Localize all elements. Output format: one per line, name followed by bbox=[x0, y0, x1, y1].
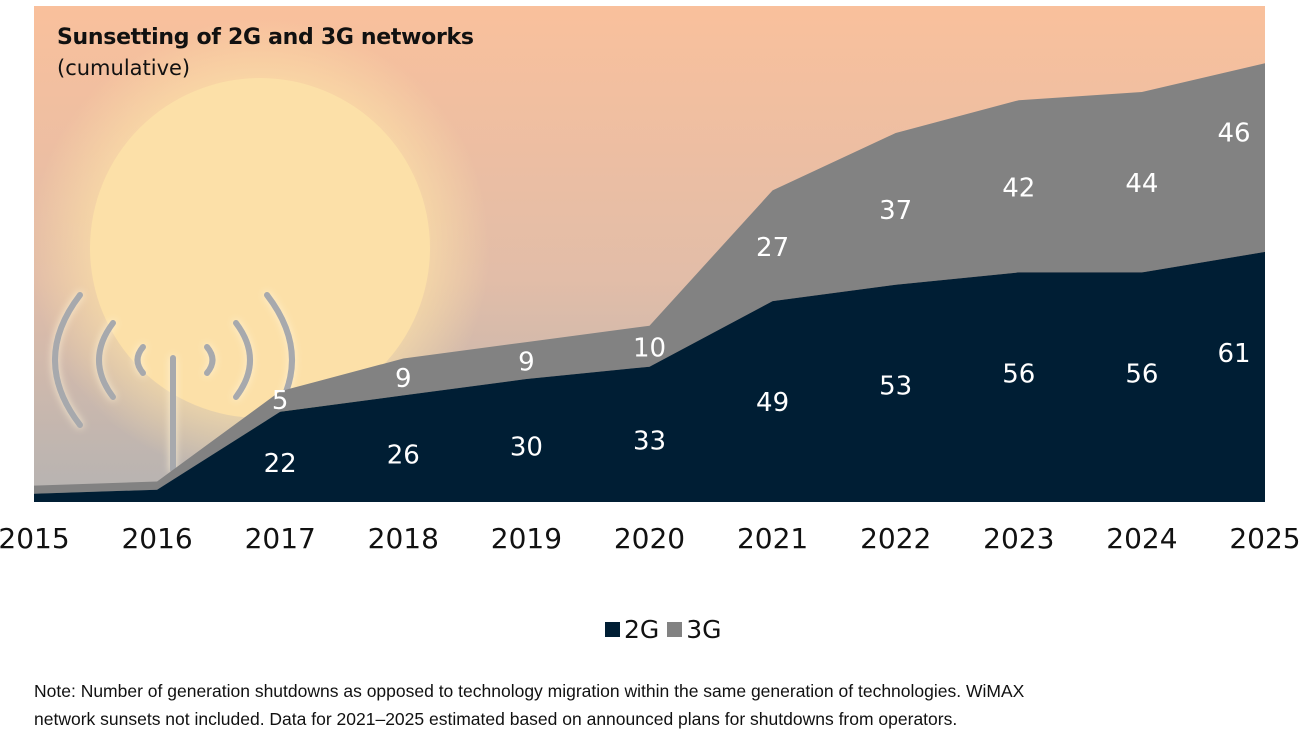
area-3g bbox=[34, 63, 1265, 494]
value-label-3g-2018: 9 bbox=[395, 364, 412, 394]
footnote-line-1: Note: Number of generation shutdowns as … bbox=[34, 681, 1025, 701]
value-label-2g-2021: 49 bbox=[756, 388, 789, 418]
x-tick-label-2018: 2018 bbox=[368, 522, 439, 555]
signal-wave-left-outer bbox=[52, 292, 83, 428]
chart-title: Sunsetting of 2G and 3G networks bbox=[57, 25, 474, 50]
x-tick-label-2017: 2017 bbox=[245, 522, 316, 555]
x-tick-label-2016: 2016 bbox=[121, 522, 192, 555]
value-label-2g-2019: 30 bbox=[510, 433, 543, 463]
legend: 2G 3G bbox=[605, 615, 730, 644]
value-label-2g-2022: 53 bbox=[879, 372, 912, 402]
value-label-2g-2025: 61 bbox=[1217, 339, 1250, 369]
signal-wave-right-inner bbox=[204, 344, 216, 376]
legend-label-2g: 2G bbox=[624, 615, 660, 644]
value-label-3g-2020: 10 bbox=[633, 334, 666, 364]
value-label-2g-2023: 56 bbox=[1002, 359, 1035, 389]
legend-label-3g: 3G bbox=[686, 615, 722, 644]
signal-wave-right-middle bbox=[233, 320, 253, 400]
x-tick-label-2025: 2025 bbox=[1229, 522, 1300, 555]
legend-swatch-3g bbox=[667, 622, 683, 637]
value-label-3g-2023: 42 bbox=[1002, 173, 1035, 203]
value-label-2g-2020: 33 bbox=[633, 426, 666, 456]
area-2g bbox=[34, 251, 1265, 502]
x-tick-label-2021: 2021 bbox=[737, 522, 808, 555]
value-label-2g-2024: 56 bbox=[1125, 359, 1158, 389]
sun bbox=[90, 78, 430, 418]
x-tick-label-2015: 2015 bbox=[0, 522, 70, 555]
x-tick-label-2019: 2019 bbox=[491, 522, 562, 555]
value-label-2g-2018: 26 bbox=[387, 441, 420, 471]
signal-wave-left-middle bbox=[96, 320, 116, 400]
footnote-line-2: network sunsets not included. Data for 2… bbox=[34, 709, 958, 729]
value-label-3g-2024: 44 bbox=[1125, 169, 1158, 199]
value-label-3g-2025: 46 bbox=[1217, 118, 1250, 148]
footnote: Note: Number of generation shutdowns as … bbox=[34, 677, 1294, 733]
legend-item-2g: 2G bbox=[605, 615, 659, 644]
value-label-3g-2021: 27 bbox=[756, 233, 789, 263]
legend-item-3g: 3G bbox=[667, 615, 722, 644]
signal-wave-left-inner bbox=[134, 344, 146, 376]
x-tick-label-2022: 2022 bbox=[860, 522, 931, 555]
x-tick-label-2024: 2024 bbox=[1106, 522, 1177, 555]
value-label-3g-2019: 9 bbox=[518, 348, 535, 378]
value-label-3g-2022: 37 bbox=[879, 196, 912, 226]
chart-subtitle: (cumulative) bbox=[57, 56, 191, 80]
x-tick-label-2020: 2020 bbox=[614, 522, 685, 555]
legend-swatch-2g bbox=[605, 622, 620, 637]
x-tick-label-2023: 2023 bbox=[983, 522, 1054, 555]
value-label-2g-2017: 22 bbox=[264, 449, 297, 479]
value-label-3g-2017: 5 bbox=[272, 386, 289, 416]
